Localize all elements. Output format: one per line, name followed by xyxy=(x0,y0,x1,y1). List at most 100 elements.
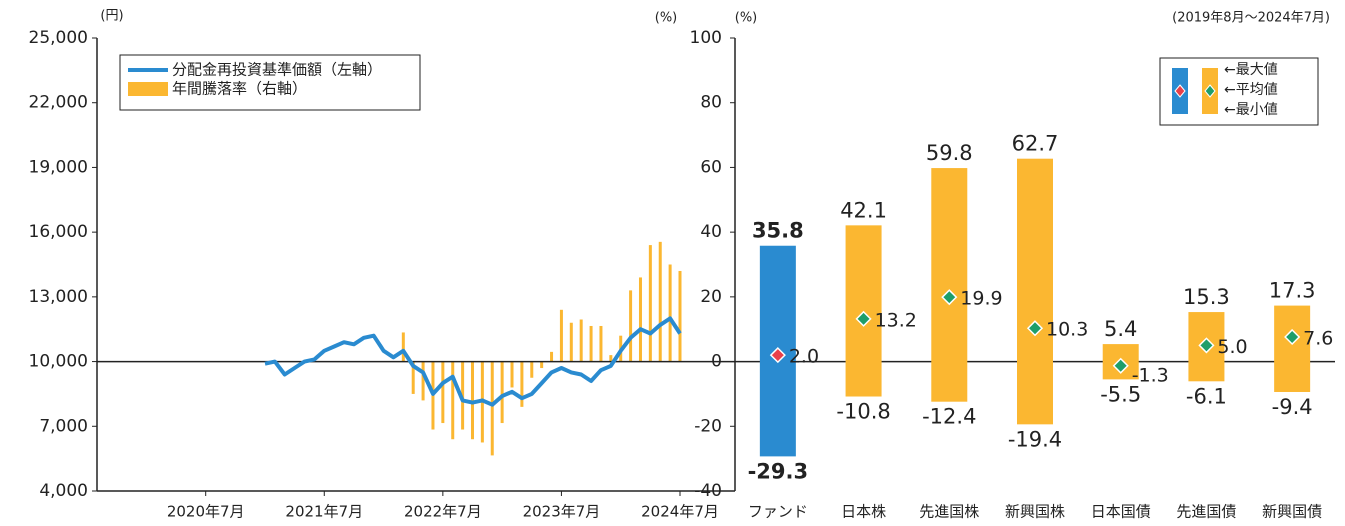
bar xyxy=(629,290,633,362)
y-axis-label: (%) xyxy=(735,11,758,26)
x-tick-label: 先進国債 xyxy=(1176,503,1236,521)
bar xyxy=(648,245,652,362)
range-bar xyxy=(931,168,968,402)
y-tick-label: 4,000 xyxy=(39,481,88,501)
mean-marker xyxy=(769,347,786,364)
bar xyxy=(490,361,494,456)
bar xyxy=(668,264,672,362)
x-tick-label: ファンド xyxy=(748,503,808,521)
y2-axis-label: (%) xyxy=(655,11,678,26)
y-tick-label: 0 xyxy=(711,352,722,372)
value-label: 7.6 xyxy=(1303,327,1333,349)
value-label: 2.0 xyxy=(789,346,819,368)
y-tick-label: 19,000 xyxy=(29,157,88,177)
bar xyxy=(550,351,554,362)
legend-marker xyxy=(1174,84,1186,98)
x-tick-label: 2021年7月 xyxy=(285,503,363,521)
x-tick-label: 先進国株 xyxy=(919,503,979,521)
y-tick-label: -20 xyxy=(694,416,722,436)
mean-marker xyxy=(855,310,872,327)
y-tick-label: 60 xyxy=(700,157,722,177)
y-tick-label: 13,000 xyxy=(29,287,88,307)
legend-label: 分配金再投資基準価額（左軸） xyxy=(172,61,382,79)
y-axis-label: (円) xyxy=(100,9,123,24)
x-tick-label: 2023年7月 xyxy=(523,503,601,521)
value-label: 13.2 xyxy=(875,309,917,331)
x-tick-label: 2020年7月 xyxy=(167,503,245,521)
value-label: -6.1 xyxy=(1186,384,1227,408)
value-label: -9.4 xyxy=(1272,395,1313,419)
value-label: -29.3 xyxy=(748,459,809,483)
y-tick-label: 100 xyxy=(690,28,722,48)
value-label: 35.8 xyxy=(752,219,804,243)
bar xyxy=(470,361,474,440)
legend-label: ←最大値 xyxy=(1224,62,1278,78)
y-tick-label: 25,000 xyxy=(29,28,88,48)
x-tick-label: 2022年7月 xyxy=(404,503,482,521)
legend-label: 年間騰落率（右軸） xyxy=(172,80,307,98)
value-label: -1.3 xyxy=(1132,364,1169,386)
y-tick-label: 80 xyxy=(700,93,722,113)
value-label: 62.7 xyxy=(1012,132,1059,156)
x-tick-label: 日本国債 xyxy=(1091,503,1151,521)
line xyxy=(264,316,682,407)
y-tick-label: -40 xyxy=(694,481,722,501)
mean-marker xyxy=(1284,328,1301,346)
y-tick-label: 16,000 xyxy=(29,222,88,242)
bar xyxy=(569,322,573,362)
value-label: -5.5 xyxy=(1100,382,1141,406)
y-tick-label: 40 xyxy=(700,222,722,242)
value-label: 17.3 xyxy=(1269,279,1316,303)
value-label: 10.3 xyxy=(1046,319,1088,341)
subtitle: (2019年8月～2024年7月) xyxy=(1172,11,1330,26)
y-tick-label: 10,000 xyxy=(29,352,88,372)
value-label: 19.9 xyxy=(960,288,1002,310)
bar xyxy=(589,325,593,362)
bar xyxy=(401,332,405,362)
bar xyxy=(510,361,514,388)
value-label: 15.3 xyxy=(1183,285,1230,309)
bar xyxy=(441,361,445,424)
mean-marker xyxy=(1198,337,1215,354)
value-label: -19.4 xyxy=(1008,427,1062,451)
y-tick-label: 22,000 xyxy=(29,93,88,113)
bar xyxy=(559,309,563,362)
value-label: -12.4 xyxy=(922,405,976,429)
y-tick-label: 20 xyxy=(700,287,722,307)
legend-label: ←最小値 xyxy=(1224,102,1278,118)
legend-marker xyxy=(1204,84,1216,98)
bar xyxy=(678,270,682,362)
legend-label: ←平均値 xyxy=(1224,82,1278,98)
range-bar xyxy=(1274,305,1311,392)
bar xyxy=(530,361,534,378)
bar xyxy=(421,361,425,401)
bar xyxy=(520,361,524,407)
bar xyxy=(658,241,662,362)
value-label: 5.4 xyxy=(1104,317,1137,341)
range-bar xyxy=(1017,158,1053,425)
bar xyxy=(609,355,613,362)
bar xyxy=(540,361,544,369)
x-tick-label: 新興国債 xyxy=(1262,503,1322,521)
mean-marker xyxy=(941,289,958,306)
y-tick-label: 7,000 xyxy=(39,416,88,436)
value-label: 42.1 xyxy=(840,198,887,222)
mean-marker xyxy=(1026,320,1044,337)
value-label: -10.8 xyxy=(836,400,890,424)
x-tick-label: 新興国株 xyxy=(1005,503,1065,521)
bar xyxy=(451,361,455,440)
x-tick-label: 日本株 xyxy=(841,503,886,521)
mean-marker xyxy=(1112,357,1129,374)
legend-box xyxy=(119,54,421,111)
bar xyxy=(638,277,642,362)
legend-swatch xyxy=(128,82,168,96)
bar xyxy=(579,319,583,362)
bar xyxy=(500,361,504,424)
x-tick-label: 2024年7月 xyxy=(641,503,719,521)
value-label: 5.0 xyxy=(1217,336,1247,358)
bar xyxy=(599,325,603,362)
value-label: 59.8 xyxy=(926,141,973,165)
bar xyxy=(411,361,415,394)
